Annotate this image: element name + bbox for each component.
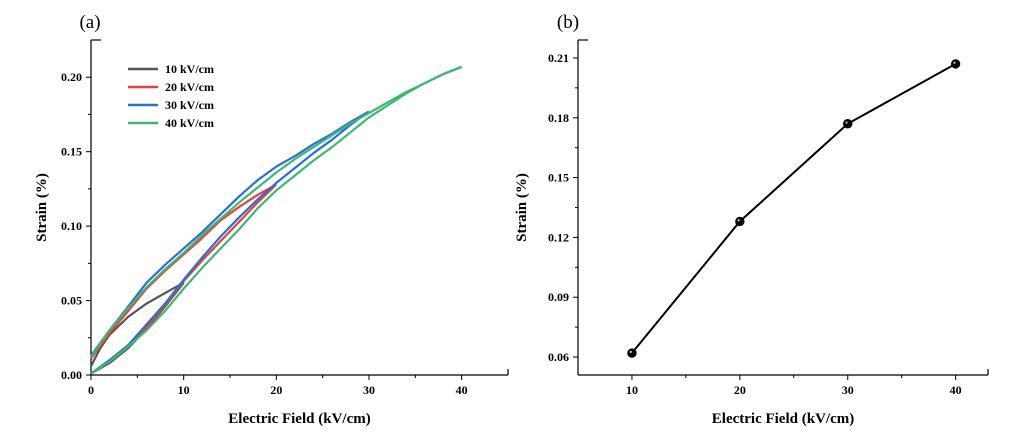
data-point-highlight — [845, 121, 848, 124]
y-tick-label: 0.12 — [548, 230, 569, 244]
panel-label: (b) — [557, 12, 579, 33]
series-upper-line-3 — [90, 65, 463, 358]
x-tick-label: 40 — [950, 383, 962, 397]
x-tick-label: 0 — [88, 383, 94, 397]
data-point-highlight — [629, 350, 632, 354]
legend-label-3: 40 kV/cm — [165, 116, 214, 130]
y-tick-label: 0.10 — [61, 219, 82, 233]
data-point-2 — [843, 119, 853, 129]
legend-label-0: 10 kV/cm — [165, 62, 214, 76]
y-axis-title: Strain (%) — [34, 173, 50, 242]
data-point-1 — [735, 216, 745, 227]
x-axis-title: Electric Field (kV/cm) — [228, 411, 370, 427]
series-upper-line-2 — [90, 110, 370, 357]
data-point-0 — [627, 348, 637, 358]
y-tick-label: 0.09 — [548, 290, 569, 304]
y-tick-label: 0.05 — [61, 294, 82, 308]
y-tick-label: 0.00 — [61, 368, 82, 382]
chart-panel-a: (a) 0 10 20 30 40 0.00 0.05 0.10 0.15 0.20 Electric… — [34, 12, 509, 427]
y-tick-label: 0.15 — [61, 145, 82, 159]
y-tick-label: 0.21 — [548, 51, 569, 65]
legend-label-1: 20 kV/cm — [165, 80, 214, 94]
y-tick-label: 0.18 — [548, 111, 569, 125]
data-point-highlight — [953, 61, 956, 64]
series-lower-line-2 — [90, 110, 370, 375]
data-point-highlight — [737, 219, 740, 222]
y-tick-label: 0.06 — [548, 350, 569, 364]
x-tick-label: 30 — [842, 383, 854, 397]
legend-label-2: 30 kV/cm — [165, 98, 214, 112]
x-tick-label: 10 — [626, 383, 638, 397]
y-axis-title: Strain (%) — [514, 173, 530, 242]
x-tick-label: 20 — [270, 383, 282, 397]
y-tick-label: 0.15 — [548, 171, 569, 185]
chart-panel-b: (b) 10 20 30 40 0.06 0.09 0.12 0.15 0.18 0.21 Elect… — [514, 12, 989, 427]
x-tick-label: 30 — [363, 383, 375, 397]
series-lower-line-3 — [90, 65, 463, 375]
data-point-3 — [950, 59, 961, 69]
x-tick-label: 20 — [734, 383, 746, 397]
x-tick-label: 10 — [178, 383, 190, 397]
y-tick-label: 0.20 — [61, 70, 82, 84]
x-axis-title: Electric Field (kV/cm) — [712, 411, 854, 427]
panel-label: (a) — [79, 12, 100, 33]
series-upper-line-0 — [90, 281, 185, 367]
x-tick-label: 40 — [456, 383, 468, 397]
data-line — [631, 63, 957, 354]
series-upper-line-1 — [90, 183, 277, 360]
